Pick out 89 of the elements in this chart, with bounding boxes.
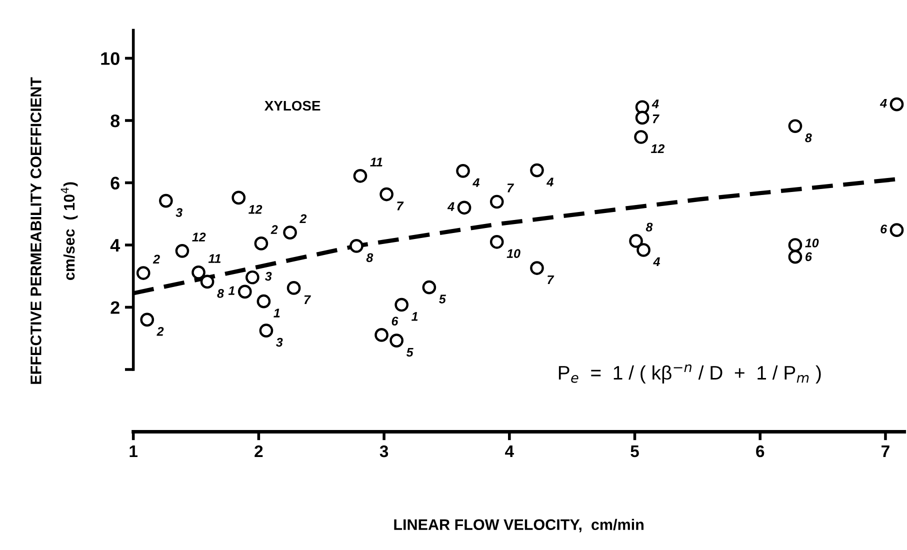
y-tick-label: 10 — [101, 52, 120, 65]
annotation: 11 — [370, 158, 382, 166]
point — [380, 187, 394, 202]
annotation: 5 — [406, 348, 414, 357]
annotation: 4 — [546, 178, 554, 186]
point — [422, 280, 436, 294]
annotation: 4 — [880, 98, 887, 108]
annotation: 11 — [208, 254, 221, 263]
annotation: 12 — [650, 144, 665, 154]
annotation: XYLOSE — [264, 100, 320, 111]
annotation: 10 — [506, 249, 520, 258]
annotation: 8 — [646, 222, 653, 232]
point — [140, 312, 154, 327]
annotation: 1 — [228, 286, 235, 295]
annotation: 1 — [412, 312, 418, 321]
x-tick-label: 3 — [380, 445, 388, 458]
point — [390, 334, 404, 348]
annotation: 7 — [397, 202, 404, 210]
annotation: 5 — [439, 294, 446, 304]
annotation: 3 — [276, 338, 283, 347]
point — [490, 234, 504, 249]
annotation: 4 — [653, 257, 660, 266]
point — [350, 239, 364, 253]
annotation: 2 — [270, 225, 278, 234]
point — [788, 238, 802, 252]
point — [374, 328, 388, 342]
point — [286, 281, 301, 295]
x-axis-title: LINEAR FLOW VELOCITY, cm/min — [394, 518, 644, 532]
point — [283, 226, 297, 240]
point — [490, 194, 504, 209]
annotation: 12 — [192, 232, 206, 242]
annotation: 8 — [805, 133, 812, 142]
point — [634, 130, 648, 144]
point — [635, 110, 650, 125]
annotation: 2 — [152, 254, 160, 264]
annotation: 3 — [176, 208, 182, 217]
point — [636, 243, 650, 257]
annotation: 4 — [652, 100, 659, 108]
annotation: 7 — [507, 184, 514, 192]
point — [136, 266, 150, 280]
x-tick-label: 7 — [882, 446, 890, 458]
point — [530, 163, 544, 178]
point — [159, 194, 173, 208]
point — [457, 200, 472, 215]
x-tick-label: 6 — [756, 445, 764, 458]
point — [890, 97, 904, 112]
x-tick-label: 1 — [130, 446, 138, 458]
annotation: 1 — [274, 308, 280, 318]
annotation: 6 — [392, 316, 398, 326]
point — [192, 265, 206, 280]
point — [254, 236, 268, 250]
annotation: 4 — [447, 202, 454, 211]
y-tick-label: 4 — [110, 239, 120, 252]
annotation: 7 — [304, 295, 311, 304]
text: EFFECTIVE PERMEABILITY COEFFICIENT cm/sec ( 10$^{4}$) — [30, 77, 78, 384]
annotation: 4 — [472, 178, 480, 187]
x-tick-label: 2 — [254, 445, 263, 458]
annotation: 12 — [248, 204, 262, 214]
point — [246, 270, 260, 284]
y-tick-label: 2 — [110, 301, 120, 314]
annotation: 10 — [805, 238, 819, 248]
point — [456, 164, 470, 178]
annotation: 8 — [366, 253, 374, 262]
point — [394, 298, 409, 312]
point — [629, 234, 643, 248]
x-tick-label: 4 — [505, 446, 514, 458]
point — [788, 119, 802, 134]
annotation: 3 — [265, 272, 272, 281]
point — [353, 168, 368, 183]
point — [232, 190, 246, 205]
point — [259, 324, 274, 338]
point — [890, 223, 904, 237]
point — [788, 250, 802, 264]
y-tick-label: 8 — [110, 114, 120, 128]
annotation: 6 — [806, 252, 812, 262]
point — [256, 294, 271, 308]
annotation: 6 — [880, 224, 888, 234]
point — [238, 284, 252, 299]
point — [530, 261, 544, 275]
annotation: 2 — [300, 214, 307, 224]
y-tick-label: 6 — [110, 176, 120, 190]
point — [175, 244, 190, 258]
annotation: 7 — [652, 114, 660, 124]
annotation: 2 — [156, 326, 164, 336]
annotation: 7 — [548, 275, 554, 284]
annotation: 8 — [217, 289, 224, 298]
annotation: P$_{e}$ = 1 / ( kβ$^{−n}$ / D + 1 / P$_{m}$ ) — [558, 364, 821, 384]
point — [200, 274, 214, 289]
x-tick-label: 5 — [630, 446, 639, 458]
